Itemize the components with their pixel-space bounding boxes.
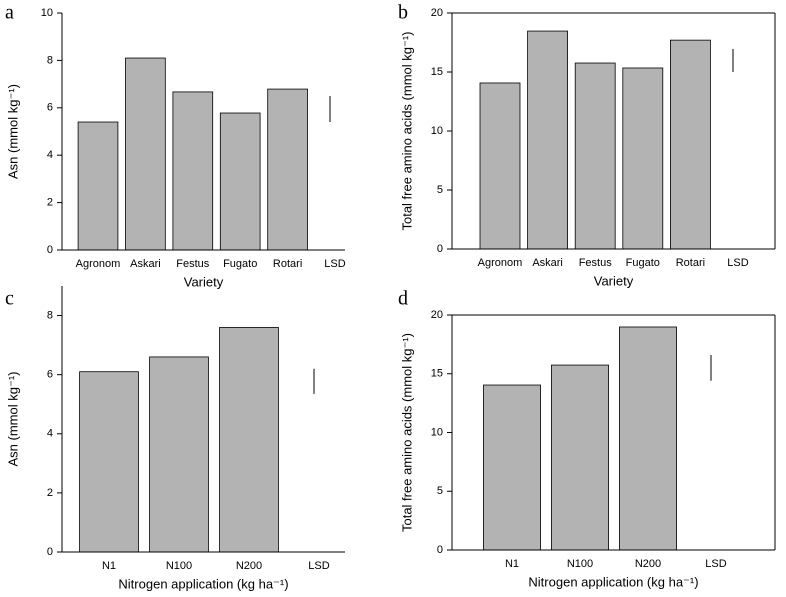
bar (622, 67, 664, 250)
y-tick-label: 10 (41, 7, 53, 19)
panel-label: c (5, 288, 14, 310)
x-tick-label: N100 (567, 558, 593, 570)
y-tick-label: 6 (47, 102, 53, 114)
bar (219, 112, 261, 251)
y-tick-label: 2 (47, 197, 53, 209)
y-tick-label: 20 (431, 7, 443, 19)
x-tick-label: Festus (579, 257, 613, 269)
bar (670, 39, 711, 250)
bar (172, 91, 214, 251)
x-tick-label: Fugato (626, 257, 660, 269)
x-tick-label: N100 (166, 560, 192, 572)
y-tick-label: 4 (47, 428, 53, 440)
x-axis-label: Nitrogen application (kg ha⁻¹) (528, 574, 698, 589)
bar (149, 356, 209, 553)
x-tick-label: N1 (505, 558, 519, 570)
x-axis-label: Variety (184, 274, 224, 289)
x-tick-label: Fugato (223, 258, 257, 270)
bar (79, 371, 139, 553)
bar (479, 82, 521, 250)
x-tick-label: N1 (102, 560, 116, 572)
y-axis-label: Total free amino acids (mmol kg⁻¹) (399, 333, 414, 532)
x-tick-label: Festus (176, 258, 210, 270)
y-axis-label: Asn (mmol kg⁻¹) (5, 372, 20, 467)
bar (483, 384, 541, 551)
x-tick-label: Rotari (273, 258, 302, 270)
bar (125, 57, 166, 251)
y-tick-label: 0 (437, 544, 443, 556)
y-tick-label: 4 (47, 149, 53, 161)
x-tick-label: LSD (308, 560, 329, 572)
bar (527, 30, 568, 250)
x-tick-label: Askari (532, 257, 563, 269)
panel-label: d (398, 288, 408, 310)
y-tick-label: 5 (437, 184, 443, 196)
x-tick-label: Agronom (478, 257, 523, 269)
x-axis-label: Nitrogen application (kg ha⁻¹) (118, 576, 288, 591)
y-tick-label: 15 (431, 66, 443, 78)
bar (77, 121, 119, 251)
x-tick-label: Askari (130, 258, 161, 270)
panel-label: a (5, 2, 14, 24)
y-tick-label: 5 (437, 485, 443, 497)
x-tick-label: N200 (635, 558, 661, 570)
x-axis-label: Variety (594, 273, 634, 288)
y-tick-label: 2 (47, 487, 53, 499)
x-tick-label: LSD (324, 258, 345, 270)
y-tick-label: 20 (431, 309, 443, 321)
x-tick-label: LSD (705, 558, 726, 570)
x-tick-label: LSD (727, 257, 748, 269)
y-tick-label: 10 (431, 426, 443, 438)
y-tick-label: 0 (47, 244, 53, 256)
bar (267, 88, 308, 251)
y-tick-label: 0 (47, 546, 53, 558)
y-tick-label: 0 (437, 243, 443, 255)
y-tick-label: 10 (431, 125, 443, 137)
bar (551, 364, 609, 551)
y-tick-label: 8 (47, 54, 53, 66)
x-tick-label: N200 (236, 560, 262, 572)
bar (574, 62, 616, 250)
y-tick-label: 15 (431, 368, 443, 380)
panel-label: b (398, 2, 408, 24)
x-tick-label: Rotari (676, 257, 705, 269)
y-tick-label: 6 (47, 369, 53, 381)
bar (619, 326, 677, 551)
y-tick-label: 8 (47, 309, 53, 321)
y-axis-label: Asn (mmol kg⁻¹) (5, 84, 20, 179)
y-axis-label: Total free amino acids (mmol kg⁻¹) (399, 31, 414, 230)
x-tick-label: Agronom (76, 258, 121, 270)
bar (219, 326, 279, 553)
